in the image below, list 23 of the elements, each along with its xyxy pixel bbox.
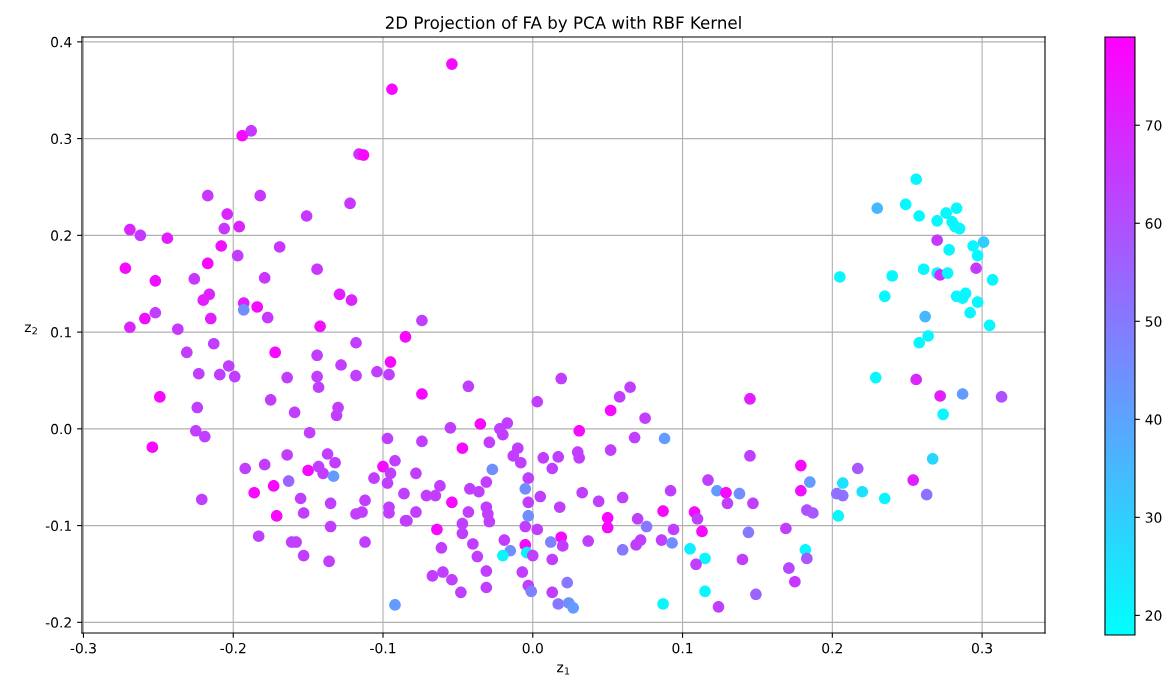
x-axis-title: z$_{1}$ [557, 664, 570, 675]
y-tick-label: 0.1 [51, 327, 71, 338]
x-tick-label: -0.1 [370, 642, 396, 654]
chart-title: 2D Projection of FA by PCA with RBF Kernel [385, 16, 741, 33]
y-tick-label: 0.0 [51, 423, 72, 435]
color-bar-label: 60 [1145, 218, 1162, 229]
x-tick-label: -0.2 [220, 642, 246, 654]
x-tick-label: 0.0 [522, 642, 543, 654]
x-tick-label: 0.1 [672, 642, 693, 654]
y-tick-label: -0.2 [45, 617, 71, 628]
y-tick-label: -0.1 [45, 520, 71, 532]
x-tick-label: -0.3 [70, 642, 96, 654]
color-bar-label: 30 [1145, 512, 1162, 523]
y-tick-label: 0.4 [51, 36, 72, 48]
color-bar-label: 20 [1145, 610, 1162, 621]
y-tick-label: 0.2 [51, 230, 71, 241]
color-bar-label: 70 [1145, 120, 1162, 131]
x-tick-label: 0.3 [971, 642, 993, 654]
x-tick-label: 0.2 [822, 642, 842, 654]
color-bar-label: 40 [1145, 414, 1162, 425]
color-bar-label: 50 [1145, 316, 1162, 327]
y-axis-title: z$_{2}$ [24, 324, 37, 335]
y-tick-label: 0.3 [51, 133, 72, 145]
